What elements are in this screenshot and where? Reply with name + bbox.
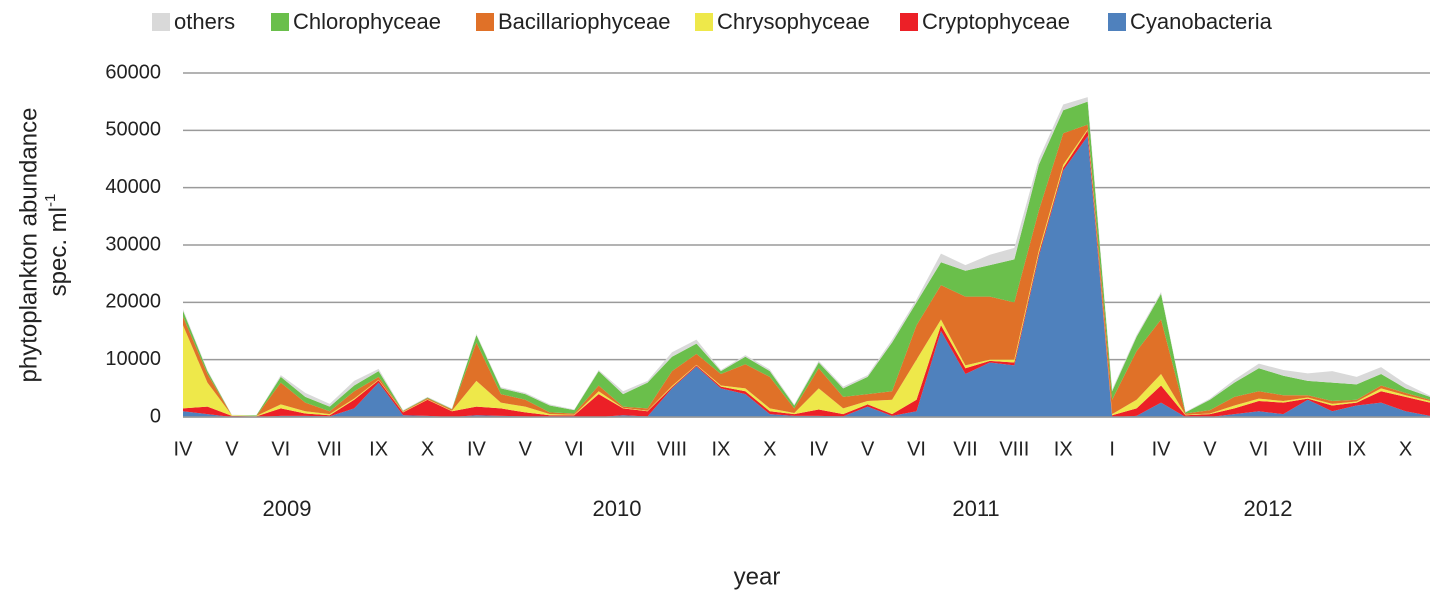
x-tick-label: IX bbox=[1054, 438, 1073, 460]
x-tick-label: IV bbox=[174, 438, 194, 460]
x-tick-label: VIII bbox=[1293, 438, 1323, 460]
x-tick-label: V bbox=[225, 438, 239, 460]
x-tick-label: IV bbox=[809, 438, 829, 460]
x-tick-label: X bbox=[421, 438, 434, 460]
legend-label: Bacillariophyceae bbox=[498, 9, 670, 34]
year-label: 2010 bbox=[593, 496, 642, 521]
x-tick-label: VI bbox=[907, 438, 926, 460]
x-tick-label: VII bbox=[611, 438, 635, 460]
y-tick-label: 10000 bbox=[105, 348, 161, 370]
legend-label: others bbox=[174, 9, 235, 34]
x-tick-label: IX bbox=[369, 438, 388, 460]
x-tick-label: VI bbox=[565, 438, 584, 460]
x-tick-label: I bbox=[1109, 438, 1115, 460]
x-tick-label: VI bbox=[1249, 438, 1268, 460]
x-tick-label: V bbox=[1203, 438, 1217, 460]
y-tick-label: 40000 bbox=[105, 176, 161, 198]
legend-swatch bbox=[900, 13, 918, 31]
legend-swatch bbox=[152, 13, 170, 31]
legend-swatch bbox=[1108, 13, 1126, 31]
legend-swatch bbox=[476, 13, 494, 31]
legend-label: Cryptophyceae bbox=[922, 9, 1070, 34]
x-tick-label: VI bbox=[271, 438, 290, 460]
year-label: 2012 bbox=[1244, 496, 1293, 521]
x-tick-label: VIII bbox=[999, 438, 1029, 460]
areas bbox=[183, 97, 1430, 418]
area bbox=[183, 124, 1430, 416]
legend-label: Chrysophyceae bbox=[717, 9, 870, 34]
x-tick-label: IX bbox=[1347, 438, 1366, 460]
x-axis-title: year bbox=[734, 563, 781, 590]
y-tick-label: 30000 bbox=[105, 233, 161, 255]
x-tick-label: V bbox=[519, 438, 533, 460]
x-tick-label: V bbox=[861, 438, 875, 460]
x-tick-label: VII bbox=[953, 438, 977, 460]
area bbox=[183, 97, 1430, 416]
x-tick-label: X bbox=[1399, 438, 1412, 460]
year-label: 2011 bbox=[952, 496, 999, 521]
x-tick-label: IX bbox=[711, 438, 730, 460]
y-tick-label: 0 bbox=[150, 405, 161, 427]
y-tick-label: 20000 bbox=[105, 291, 161, 313]
y-axis-title: phytoplankton abundance bbox=[15, 108, 42, 383]
x-tick-label: IV bbox=[1152, 438, 1172, 460]
area bbox=[183, 101, 1430, 416]
legend-swatch bbox=[695, 13, 713, 31]
y-axis-unit-text: spec. ml bbox=[45, 207, 72, 296]
legend-label: Cyanobacteria bbox=[1130, 9, 1273, 34]
y-tick-label: 50000 bbox=[105, 119, 161, 141]
x-tick-label: X bbox=[763, 438, 776, 460]
x-tick-label: VIII bbox=[657, 438, 687, 460]
y-tick-label: 60000 bbox=[105, 61, 161, 83]
y-axis-unit-exponent: -1 bbox=[42, 194, 59, 207]
y-axis-unit: spec. ml-1 bbox=[42, 194, 72, 297]
grid bbox=[183, 72, 1430, 418]
year-label: 2009 bbox=[263, 496, 312, 521]
legend-swatch bbox=[271, 13, 289, 31]
x-tick-label: VII bbox=[317, 438, 341, 460]
legend-label: Chlorophyceae bbox=[293, 9, 441, 34]
x-tick-label: IV bbox=[467, 438, 487, 460]
